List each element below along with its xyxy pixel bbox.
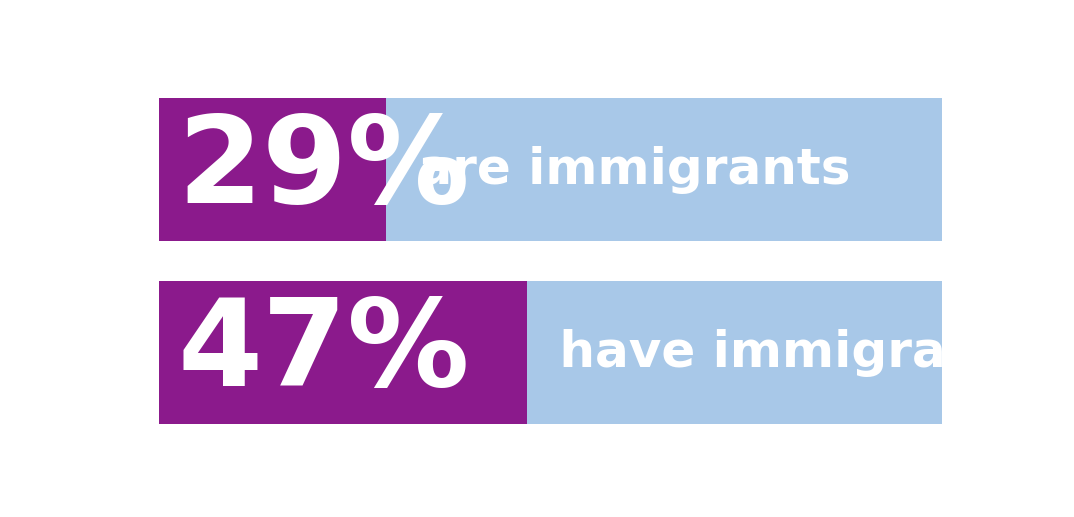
Bar xyxy=(159,98,387,241)
Text: 29%: 29% xyxy=(177,111,470,228)
Text: 47%: 47% xyxy=(177,294,470,411)
Bar xyxy=(387,98,942,241)
Bar xyxy=(159,281,527,424)
Text: have immigrant parents: have immigrant parents xyxy=(542,329,1074,377)
Bar xyxy=(527,281,942,424)
Text: are immigrants: are immigrants xyxy=(401,145,851,193)
